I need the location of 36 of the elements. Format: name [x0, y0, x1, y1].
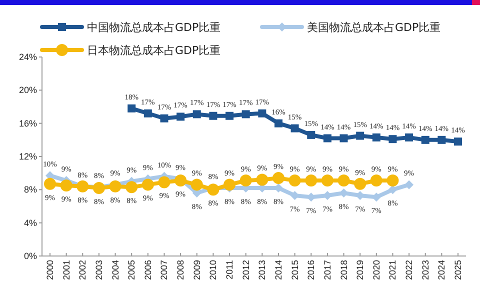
legend-label: 美国物流总成本占GDP比重 — [307, 21, 441, 34]
x-tick-label: 2018 — [338, 260, 349, 280]
x-tick-label: 2001 — [61, 260, 72, 280]
y-tick-label: 0% — [24, 251, 37, 261]
x-tick-label: 2000 — [45, 260, 55, 280]
x-tick-label: 2011 — [224, 260, 235, 280]
y-tick-label: 24% — [18, 52, 37, 62]
legend-label: 中国物流总成本占GDP比重 — [87, 21, 221, 34]
x-tick-label: 2008 — [176, 260, 186, 280]
legend-label: 日本物流总成本占GDP比重 — [87, 44, 221, 57]
x-tick-label: 2003 — [94, 260, 104, 280]
x-tick-label: 2002 — [78, 260, 88, 280]
y-tick-label: 16% — [18, 118, 37, 128]
x-tick-label: 2024 — [436, 260, 447, 280]
y-tick-label: 12% — [18, 152, 37, 162]
x-tick-label: 2004 — [110, 260, 120, 280]
x-tick-label: 2006 — [142, 260, 153, 280]
x-tick-label: 2005 — [126, 260, 137, 280]
x-tick-label: 2013 — [257, 260, 268, 280]
x-tick-label: 2014 — [273, 260, 284, 280]
x-tick-label: 2015 — [290, 260, 300, 280]
y-tick-label: 8% — [24, 184, 37, 195]
x-tick-label: 2021 — [388, 260, 398, 280]
x-tick-label: 2017 — [322, 260, 332, 280]
x-tick-label: 2010 — [208, 260, 218, 280]
y-tick-label: 20% — [18, 85, 37, 96]
x-tick-label: 2020 — [371, 260, 382, 280]
x-tick-label: 2016 — [306, 260, 316, 280]
x-tick-label: 2022 — [404, 260, 414, 280]
x-tick-label: 2012 — [240, 260, 251, 280]
x-tick-label: 2025 — [453, 260, 463, 280]
x-tick-label: 2009 — [192, 260, 202, 280]
y-tick-label: 4% — [24, 218, 37, 228]
x-tick-label: 2019 — [355, 260, 366, 280]
x-tick-label: 2007 — [159, 260, 170, 280]
x-tick-label: 2023 — [420, 260, 430, 280]
